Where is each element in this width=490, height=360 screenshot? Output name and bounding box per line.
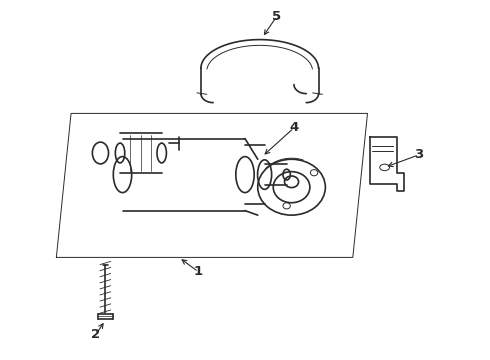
Text: 1: 1 — [194, 265, 203, 278]
Text: 5: 5 — [272, 10, 281, 23]
Text: 2: 2 — [91, 328, 100, 341]
Text: 4: 4 — [290, 121, 298, 134]
Text: 3: 3 — [415, 148, 423, 161]
